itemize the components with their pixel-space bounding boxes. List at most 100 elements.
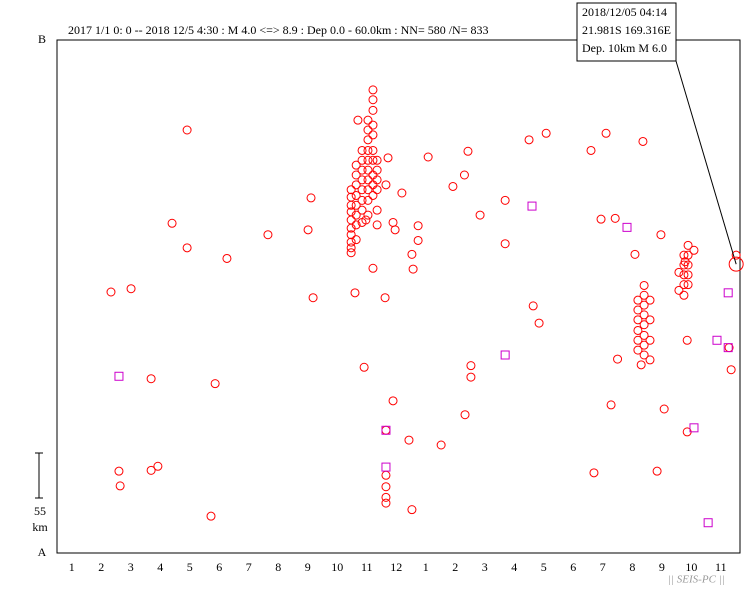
event-circle	[346, 185, 356, 195]
event-circle	[500, 195, 510, 205]
event-circle	[683, 280, 693, 290]
event-circle	[630, 249, 640, 259]
callout-leader	[675, 60, 737, 265]
x-tick-label: 3	[128, 560, 134, 574]
event-circle	[363, 145, 373, 155]
event-circle	[659, 404, 669, 414]
event-circle	[351, 160, 361, 170]
event-circle	[368, 105, 378, 115]
event-circle	[351, 200, 361, 210]
event-circle	[459, 170, 469, 180]
callout-box	[576, 2, 677, 62]
event-circle	[460, 410, 470, 420]
x-tick-label: 3	[482, 560, 488, 574]
y-tick-label: B	[38, 32, 46, 46]
event-circle	[167, 218, 177, 228]
event-circle	[381, 492, 391, 502]
event-circle	[633, 335, 643, 345]
event-circle	[380, 293, 390, 303]
event-circle	[210, 379, 220, 389]
event-circle	[351, 210, 361, 220]
event-circle	[381, 180, 391, 190]
x-tick-label: 4	[511, 560, 517, 574]
x-tick-label: 2	[98, 560, 104, 574]
event-circle	[346, 200, 356, 210]
event-circle	[115, 481, 125, 491]
event-circle	[731, 250, 741, 260]
event-circle	[146, 465, 156, 475]
event-circle	[645, 315, 655, 325]
event-circle	[639, 350, 649, 360]
event-circle	[524, 135, 534, 145]
event-circle	[689, 245, 699, 255]
y-tick-label: A	[38, 545, 47, 559]
event-square	[527, 201, 537, 211]
x-tick-label: 11	[361, 560, 373, 574]
event-circle	[448, 181, 458, 191]
event-circle	[656, 230, 666, 240]
event-circle	[683, 240, 693, 250]
event-circle	[466, 361, 476, 371]
event-circle	[639, 320, 649, 330]
x-tick-label: 7	[246, 560, 252, 574]
event-circle	[368, 155, 378, 165]
event-circle	[372, 220, 382, 230]
event-circle	[346, 243, 356, 253]
x-tick-label: 5	[187, 560, 193, 574]
event-circle	[589, 468, 599, 478]
event-circle	[601, 128, 611, 138]
x-tick-label: 10	[331, 560, 343, 574]
event-circle	[357, 155, 367, 165]
event-square	[500, 350, 510, 360]
x-tick-label: 5	[541, 560, 547, 574]
event-circle	[359, 362, 369, 372]
x-tick-label: 8	[275, 560, 281, 574]
event-square	[381, 462, 391, 472]
callout-line: 21.981S 169.316E	[582, 23, 671, 37]
event-circle	[636, 360, 646, 370]
event-circle	[368, 263, 378, 273]
event-square	[723, 288, 733, 298]
event-circle	[475, 210, 485, 220]
chart-title: 2017 1/1 0: 0 -- 2018 12/5 4:30 : M 4.0 …	[68, 23, 489, 37]
event-circle	[645, 295, 655, 305]
x-tick-label: 12	[390, 560, 402, 574]
event-circle	[397, 188, 407, 198]
event-circle	[683, 270, 693, 280]
event-circle	[182, 243, 192, 253]
x-tick-label: 11	[715, 560, 727, 574]
event-circle	[146, 374, 156, 384]
event-circle	[351, 190, 361, 200]
x-tick-label: 8	[629, 560, 635, 574]
event-circle	[357, 205, 367, 215]
event-circle	[408, 264, 418, 274]
callout-line: Dep. 10km M 6.0	[582, 41, 667, 55]
x-tick-label: 9	[659, 560, 665, 574]
callout-line: 2018/12/05 04:14	[582, 5, 667, 19]
event-circle	[407, 505, 417, 515]
event-circle	[633, 325, 643, 335]
event-circle	[363, 165, 373, 175]
event-circle	[633, 305, 643, 315]
x-tick-label: 9	[305, 560, 311, 574]
event-circle	[639, 300, 649, 310]
x-tick-label: 6	[570, 560, 576, 574]
x-tick-label: 10	[685, 560, 697, 574]
event-circle	[674, 267, 684, 277]
event-circle	[466, 372, 476, 382]
event-circle	[372, 185, 382, 195]
event-circle	[639, 330, 649, 340]
event-circle	[368, 170, 378, 180]
event-circle	[346, 192, 356, 202]
event-circle	[645, 335, 655, 345]
scale-bar-label: 55	[34, 504, 46, 518]
event-square	[712, 335, 722, 345]
event-circle	[114, 466, 124, 476]
event-square	[723, 343, 733, 353]
event-circle	[463, 146, 473, 156]
event-circle	[610, 213, 620, 223]
event-circle	[368, 190, 378, 200]
plot-frame	[56, 39, 741, 554]
event-circle	[596, 214, 606, 224]
